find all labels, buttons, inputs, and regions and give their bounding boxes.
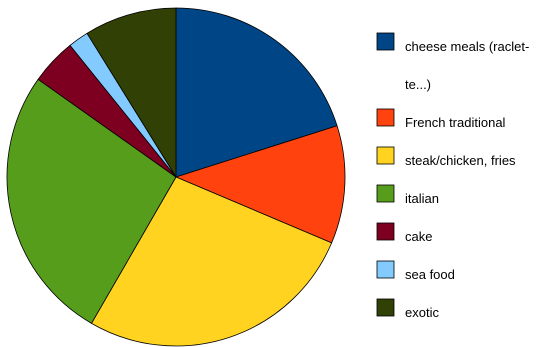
legend: cheese meals (raclet-te...) French tradit… bbox=[376, 32, 529, 320]
legend-label-5: cake bbox=[405, 229, 432, 244]
legend-swatch-5 bbox=[376, 222, 395, 241]
legend-label-3: steak/chicken, fries bbox=[405, 153, 516, 168]
legend-swatch-4 bbox=[376, 184, 395, 203]
pie-slice-7 bbox=[86, 7, 177, 178]
legend-swatch-2 bbox=[376, 108, 395, 127]
pie-slice-1 bbox=[175, 7, 338, 178]
pie-slice-2 bbox=[175, 125, 346, 244]
legend-swatch-7 bbox=[376, 298, 395, 317]
legend-label-1-line-1: cheese meals (raclet- bbox=[405, 39, 529, 54]
legend-swatch-6 bbox=[376, 260, 395, 279]
legend-label-2: French traditional bbox=[405, 115, 506, 130]
legend-label-1-line-2: te...) bbox=[405, 77, 431, 92]
pie-slice-3 bbox=[91, 176, 333, 347]
legend-label-7: exotic bbox=[405, 305, 439, 320]
legend-label-6: sea food bbox=[405, 267, 455, 282]
legend-swatch-3 bbox=[376, 146, 395, 165]
pie-slices bbox=[6, 7, 346, 347]
legend-label-4: italian bbox=[405, 191, 439, 206]
legend-swatch-1 bbox=[376, 32, 395, 51]
pie-slice-4 bbox=[6, 78, 177, 324]
